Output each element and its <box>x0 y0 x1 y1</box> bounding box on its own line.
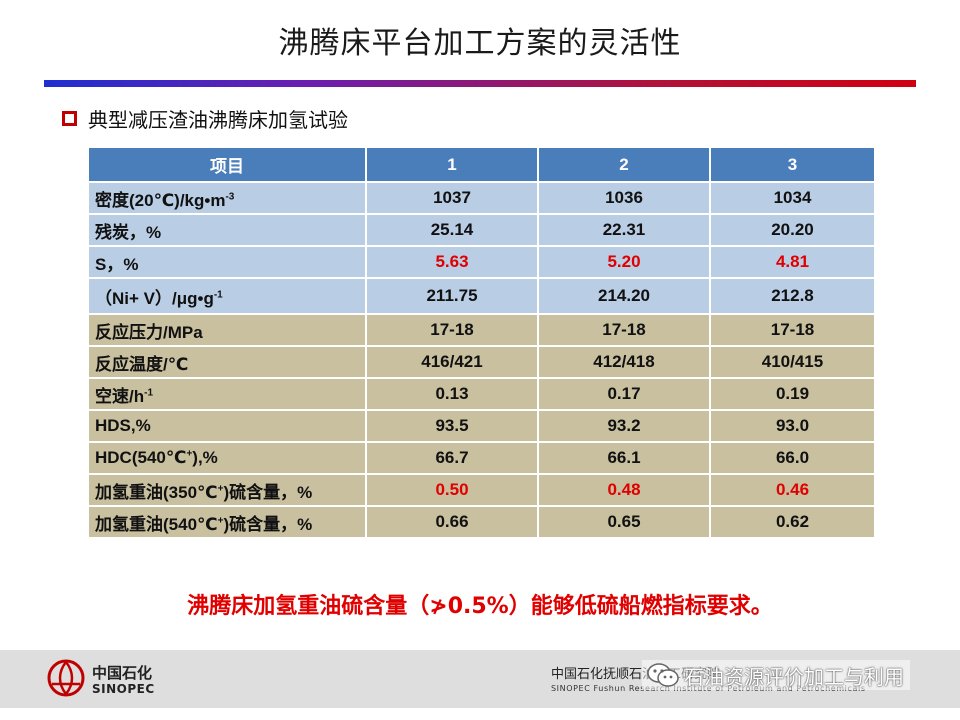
cell-value-run-2: 93.2 <box>537 409 711 443</box>
cell-value-run-1: 211.75 <box>365 277 539 315</box>
table-row: 密度(20℃)/kg•m-3 1037 1036 1034 <box>87 181 876 215</box>
table-row: 加氢重油(350℃+)硫含量，% 0.50 0.48 0.46 <box>87 473 876 507</box>
cell-value-run-1: 0.66 <box>365 505 539 539</box>
cell-value-run-1: 66.7 <box>365 441 539 475</box>
cell-value-run-1: 0.50 <box>365 473 539 507</box>
table-row: HDC(540℃+),% 66.7 66.1 66.0 <box>87 441 876 475</box>
square-bullet-icon <box>62 111 77 126</box>
cell-value-run-1: 5.63 <box>365 245 539 279</box>
table-row: 反应温度/℃ 416/421 412/418 410/415 <box>87 345 876 379</box>
row-label: 残炭，% <box>87 213 367 247</box>
cell-value-run-3: 20.20 <box>709 213 876 247</box>
row-label: 加氢重油(540℃+)硫含量，% <box>87 505 367 539</box>
cell-value-run-2: 17-18 <box>537 313 711 347</box>
table-row: 空速/h-1 0.13 0.17 0.19 <box>87 377 876 411</box>
slide-title: 沸腾床平台加工方案的灵活性 <box>278 26 682 61</box>
watermark-text: 石油资源评价加工与利用 <box>684 664 904 689</box>
cell-value-run-3: 0.62 <box>709 505 876 539</box>
cell-value-run-2: 22.31 <box>537 213 711 247</box>
cell-value-run-2: 1036 <box>537 181 711 215</box>
cell-value-run-3: 66.0 <box>709 441 876 475</box>
cell-value-run-1: 93.5 <box>365 409 539 443</box>
cell-value-run-2: 66.1 <box>537 441 711 475</box>
cell-value-run-1: 1037 <box>365 181 539 215</box>
cell-value-run-1: 17-18 <box>365 313 539 347</box>
cell-value-run-3: 4.81 <box>709 245 876 279</box>
column-header-run-2: 2 <box>537 146 711 183</box>
column-header-run-3: 3 <box>709 146 876 183</box>
cell-value-run-1: 25.14 <box>365 213 539 247</box>
table-header-row: 项目 1 2 3 <box>87 146 876 183</box>
cell-value-run-3: 0.46 <box>709 473 876 507</box>
cell-value-run-3: 212.8 <box>709 277 876 315</box>
cell-value-run-3: 1034 <box>709 181 876 215</box>
title-divider <box>44 80 916 87</box>
table-row: S，% 5.63 5.20 4.81 <box>87 245 876 279</box>
row-label: 密度(20℃)/kg•m-3 <box>87 181 367 215</box>
column-header-run-1: 1 <box>365 146 539 183</box>
row-label: 反应温度/℃ <box>87 345 367 379</box>
table-row: 反应压力/MPa 17-18 17-18 17-18 <box>87 313 876 347</box>
wechat-watermark: 石油资源评价加工与利用 <box>642 660 910 690</box>
conclusion-text: 沸腾床加氢重油硫含量（≯0.5%）能够低硫船燃指标要求。 <box>187 594 773 619</box>
cell-value-run-3: 0.19 <box>709 377 876 411</box>
row-label: 空速/h-1 <box>87 377 367 411</box>
row-label: 反应压力/MPa <box>87 313 367 347</box>
table-row: （Ni+ V）/μg•g-1 211.75 214.20 212.8 <box>87 277 876 315</box>
cell-value-run-3: 410/415 <box>709 345 876 379</box>
logo-english-name: SINOPEC <box>92 682 155 696</box>
row-label: S，% <box>87 245 367 279</box>
test-results-table: 项目 1 2 3 密度(20℃)/kg•m-3 1037 1036 1034 残炭，% 2… <box>87 146 876 539</box>
table-body: 密度(20℃)/kg•m-3 1037 1036 1034 残炭，% 25.14 22.31… <box>87 181 876 539</box>
section-heading: 典型减压渣油沸腾床加氢试验 <box>88 108 348 132</box>
row-label: HDS,% <box>87 409 367 443</box>
row-label: HDC(540℃+),% <box>87 441 367 475</box>
table-row: HDS,% 93.5 93.2 93.0 <box>87 409 876 443</box>
table-row: 残炭，% 25.14 22.31 20.20 <box>87 213 876 247</box>
cell-value-run-2: 0.17 <box>537 377 711 411</box>
cell-value-run-2: 5.20 <box>537 245 711 279</box>
cell-value-run-1: 416/421 <box>365 345 539 379</box>
cell-value-run-2: 0.48 <box>537 473 711 507</box>
wechat-icon <box>647 663 679 687</box>
cell-value-run-1: 0.13 <box>365 377 539 411</box>
column-header-item: 项目 <box>87 146 367 183</box>
sinopec-logo-icon <box>47 659 85 697</box>
cell-value-run-2: 412/418 <box>537 345 711 379</box>
table-row: 加氢重油(540℃+)硫含量，% 0.66 0.65 0.62 <box>87 505 876 539</box>
row-label: 加氢重油(350℃+)硫含量，% <box>87 473 367 507</box>
cell-value-run-2: 214.20 <box>537 277 711 315</box>
cell-value-run-3: 17-18 <box>709 313 876 347</box>
cell-value-run-2: 0.65 <box>537 505 711 539</box>
row-label: （Ni+ V）/μg•g-1 <box>87 277 367 315</box>
logo-chinese-name: 中国石化 <box>92 664 153 682</box>
cell-value-run-3: 93.0 <box>709 409 876 443</box>
